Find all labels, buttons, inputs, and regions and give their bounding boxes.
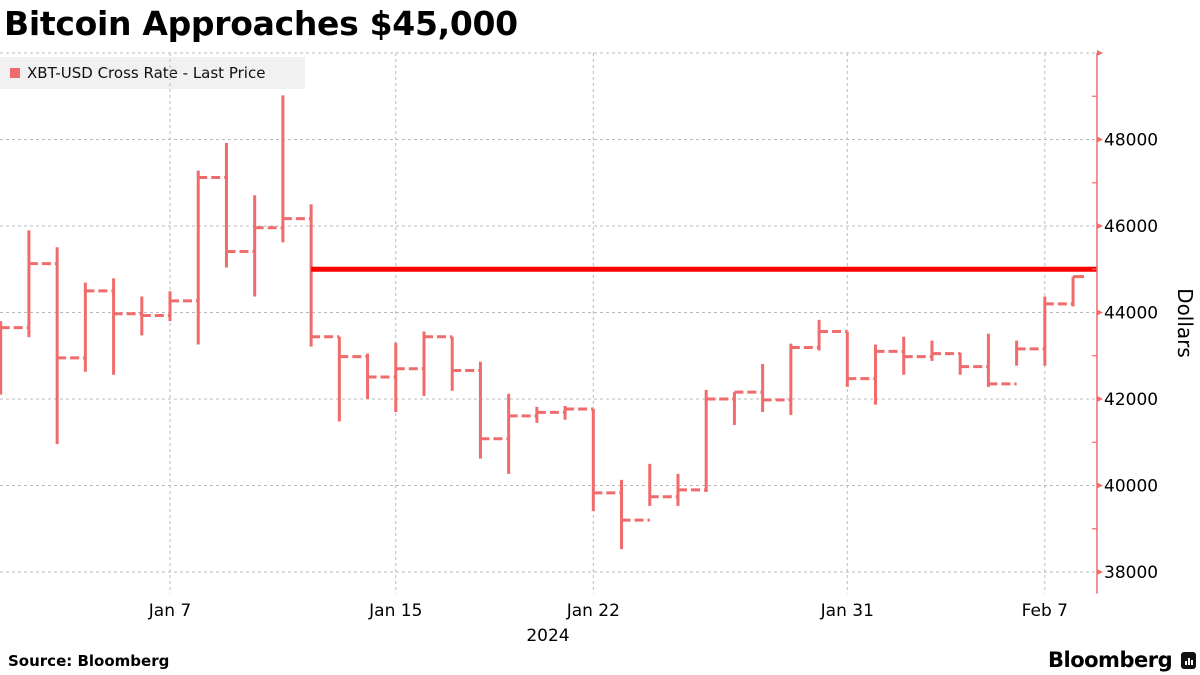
price-bar-jan-25 [676, 473, 707, 506]
price-bar-jan-9 [224, 142, 255, 268]
price-bar-feb-7 [1043, 296, 1074, 366]
gridlines [0, 52, 1097, 594]
price-bar-jan-24 [648, 463, 678, 506]
price-bar-jan-23 [620, 479, 650, 550]
price-bar-jan-31 [845, 331, 876, 387]
legend-label: XBT-USD Cross Rate - Last Price [27, 64, 266, 82]
price-bar-feb-8 [1071, 275, 1085, 307]
price-bar-jan-3 [55, 247, 86, 444]
y-tick-label: 44000 [1104, 304, 1158, 324]
price-bar-feb-5 [986, 333, 1017, 387]
price-bar-jan-8 [196, 170, 227, 345]
legend-swatch [10, 68, 20, 78]
y-tick-label: 38000 [1104, 563, 1158, 583]
price-bar-jan-21 [563, 405, 594, 420]
price-bar-jan-6 [140, 296, 171, 336]
y-tick-label: 42000 [1104, 390, 1158, 410]
price-bar-jan-29 [789, 343, 820, 416]
bloomberg-chart-icon [1181, 651, 1197, 669]
price-bar-jan-4 [83, 282, 114, 372]
x-tick-label: Jan 31 [820, 601, 874, 621]
price-bar-feb-3 [930, 340, 961, 361]
price-bar-jan-26 [704, 389, 735, 492]
price-bar-jan-19 [507, 393, 537, 474]
price-bar-jan-15 [394, 342, 424, 412]
price-bar-jan-22 [591, 408, 622, 512]
price-bar-jan-10 [253, 195, 283, 297]
x-tick-label: Jan 7 [148, 601, 191, 621]
price-bar-jan-5 [112, 278, 142, 375]
price-bar-jan-17 [450, 336, 481, 391]
price-bar-jan-14 [366, 353, 396, 399]
price-bar-jan-18 [478, 361, 509, 459]
y-major-tick [1097, 223, 1103, 229]
price-bar-jan-11 [281, 95, 312, 243]
price-bar-jan-13 [337, 336, 368, 422]
price-bar-jan-28 [761, 363, 791, 412]
price-bar-jan-20 [535, 406, 566, 423]
price-bars [0, 95, 1085, 550]
legend: XBT-USD Cross Rate - Last Price [0, 57, 305, 89]
price-bar-jan-12 [309, 204, 340, 347]
price-bar-feb-2 [902, 336, 932, 375]
price-bar-jan-2 [27, 230, 58, 338]
price-bar-jan-7 [168, 291, 199, 322]
y-axis-label: Dollars [1173, 288, 1197, 358]
source-note: Source: Bloomberg [8, 652, 170, 670]
y-tick-label: 46000 [1104, 217, 1158, 237]
y-axis: 38000 40000 42000 44000 46000 48000 [1092, 50, 1158, 594]
chart-title: Bitcoin Approaches $45,000 [4, 4, 518, 43]
price-bar-jan-30 [817, 319, 848, 351]
y-tick-label: 40000 [1104, 477, 1158, 497]
bloomberg-logo: Bloomberg [1048, 648, 1197, 672]
price-bar-feb-4 [958, 352, 989, 375]
y-major-tick [1097, 482, 1103, 489]
x-tick-label: Feb 7 [1022, 601, 1068, 621]
y-major-tick [1097, 569, 1103, 575]
y-major-tick [1097, 396, 1103, 402]
y-major-tick [1097, 136, 1103, 143]
x-tick-label: Jan 22 [566, 601, 620, 621]
x-axis: Jan 7 Jan 15 Jan 22 Jan 31 Feb 7 [148, 601, 1068, 621]
y-major-tick [1097, 50, 1103, 56]
price-bar-feb-1 [874, 344, 904, 405]
brand-text: Bloomberg [1048, 648, 1173, 672]
x-axis-year-label: 2024 [526, 626, 569, 646]
price-bar-feb-6 [1015, 340, 1045, 366]
price-bar-jan-1 [0, 321, 29, 395]
y-major-tick [1097, 309, 1103, 316]
y-tick-label: 48000 [1104, 131, 1158, 151]
price-bar-jan-16 [422, 331, 453, 396]
price-bar-jan-27 [732, 390, 763, 425]
x-tick-label: Jan 15 [368, 601, 422, 621]
